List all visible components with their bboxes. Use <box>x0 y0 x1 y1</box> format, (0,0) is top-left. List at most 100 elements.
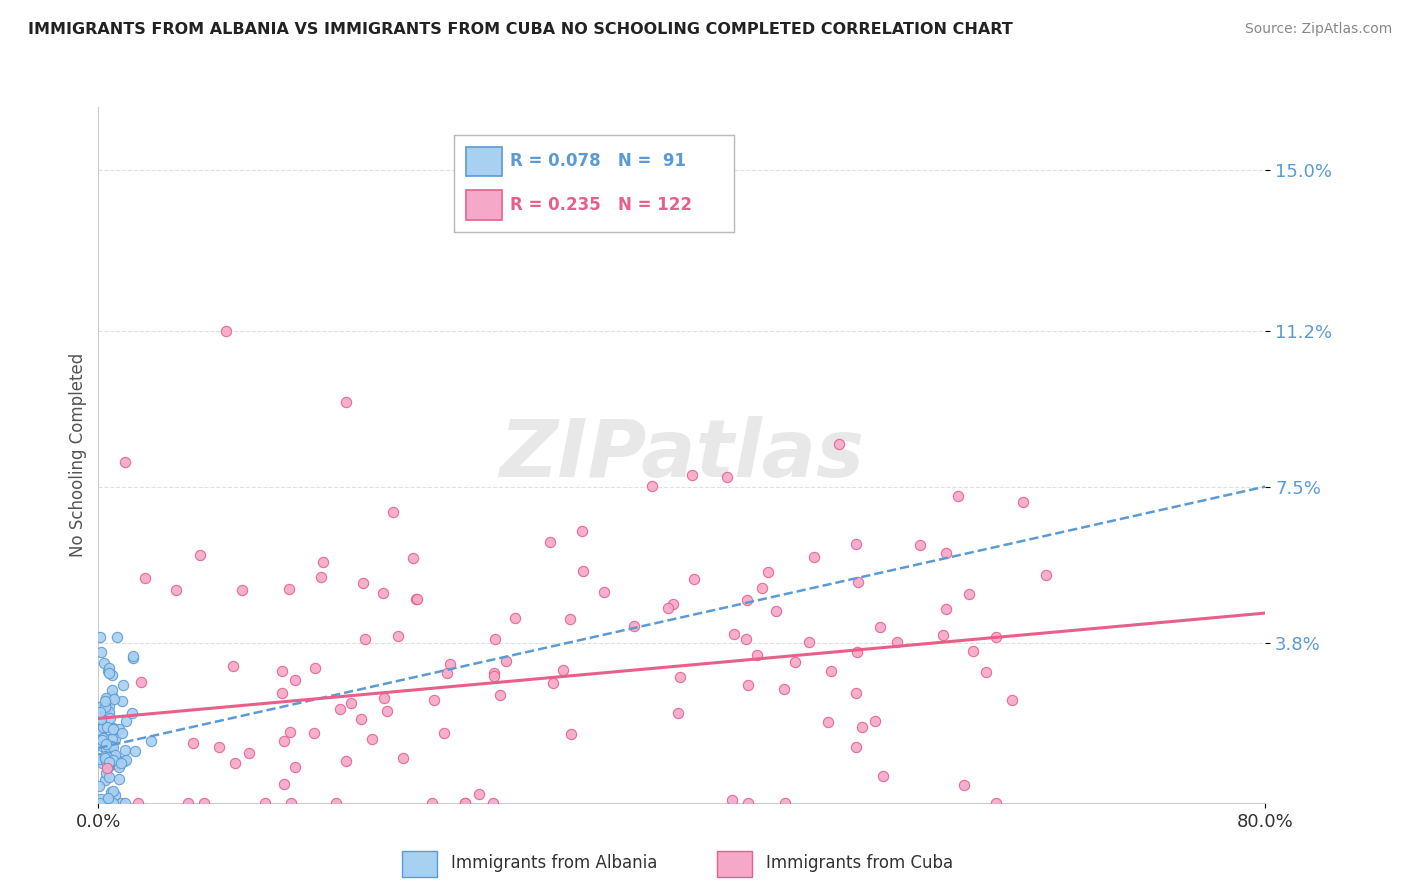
Point <box>934 601 956 615</box>
Point <box>986 630 1008 644</box>
Point <box>97 796 120 810</box>
Point <box>482 796 505 810</box>
Point <box>94 772 117 787</box>
Point <box>101 668 124 682</box>
Point <box>114 743 136 757</box>
Point <box>720 793 742 807</box>
Point <box>121 706 143 721</box>
Point <box>87 779 110 793</box>
Text: R = 0.235   N = 122: R = 0.235 N = 122 <box>510 196 692 214</box>
Text: ZIPatlas: ZIPatlas <box>499 416 865 494</box>
Point <box>97 660 120 674</box>
Point <box>453 796 475 810</box>
Point <box>96 791 118 805</box>
Point <box>454 796 477 810</box>
Point <box>104 754 127 768</box>
Point <box>436 666 458 681</box>
Point <box>98 711 121 725</box>
Point <box>207 739 229 754</box>
Point <box>360 731 382 746</box>
Point <box>734 632 756 646</box>
Point <box>284 760 307 774</box>
Point <box>183 735 205 749</box>
Point <box>623 618 645 632</box>
Point <box>962 644 984 658</box>
Point <box>482 665 505 680</box>
Point <box>94 690 117 705</box>
Point <box>797 635 820 649</box>
Point <box>820 664 842 678</box>
Point <box>94 699 117 714</box>
Point <box>91 739 114 753</box>
Point <box>97 760 120 774</box>
Point <box>270 686 292 700</box>
Point <box>89 751 111 765</box>
Point <box>90 791 112 805</box>
Point <box>129 675 152 690</box>
Point <box>1012 494 1035 508</box>
Point <box>986 796 1008 810</box>
Point <box>98 666 121 681</box>
Point <box>354 632 377 646</box>
Point <box>139 734 162 748</box>
Point <box>439 657 461 671</box>
Point <box>765 604 787 618</box>
Point <box>433 726 456 740</box>
Point <box>188 548 211 562</box>
Point <box>1035 567 1057 582</box>
Point <box>851 720 873 734</box>
Point <box>100 683 122 698</box>
Point <box>134 571 156 585</box>
Point <box>93 731 115 745</box>
Point <box>97 705 120 719</box>
Point <box>96 750 118 764</box>
Text: IMMIGRANTS FROM ALBANIA VS IMMIGRANTS FROM CUBA NO SCHOOLING COMPLETED CORRELATI: IMMIGRANTS FROM ALBANIA VS IMMIGRANTS FR… <box>28 22 1012 37</box>
Point <box>89 752 111 766</box>
Point <box>215 324 238 338</box>
Point <box>560 727 582 741</box>
Point <box>278 725 301 739</box>
Point <box>946 489 969 503</box>
Point <box>284 673 307 687</box>
Point <box>773 796 796 810</box>
Point <box>101 753 124 767</box>
Point <box>869 620 891 634</box>
Point <box>98 751 121 765</box>
Text: Immigrants from Cuba: Immigrants from Cuba <box>766 854 953 872</box>
Point <box>405 592 427 607</box>
Point <box>100 739 122 753</box>
Point <box>375 704 398 718</box>
Point <box>90 713 112 727</box>
Point <box>382 505 405 519</box>
Point <box>91 723 114 738</box>
Point <box>94 751 117 765</box>
Point <box>845 739 868 754</box>
Point <box>325 796 347 810</box>
Point <box>112 755 135 769</box>
Point <box>127 796 149 810</box>
Point <box>402 551 425 566</box>
Bar <box>465 190 502 219</box>
Point <box>716 470 738 484</box>
Point <box>96 720 118 734</box>
Point <box>103 739 125 754</box>
Point <box>103 756 125 771</box>
Point <box>91 733 114 747</box>
Point <box>737 796 759 810</box>
Point <box>91 756 114 770</box>
Point <box>89 796 111 810</box>
Point <box>115 752 138 766</box>
Point <box>87 702 110 716</box>
Point <box>97 755 120 769</box>
Point <box>94 737 117 751</box>
Point <box>98 731 121 746</box>
Point <box>108 759 131 773</box>
Point <box>371 586 394 600</box>
Point <box>104 788 127 802</box>
Point <box>974 665 997 680</box>
Point <box>503 611 526 625</box>
Point <box>101 784 124 798</box>
Point <box>489 688 512 702</box>
Point <box>737 678 759 692</box>
Point <box>682 467 704 482</box>
